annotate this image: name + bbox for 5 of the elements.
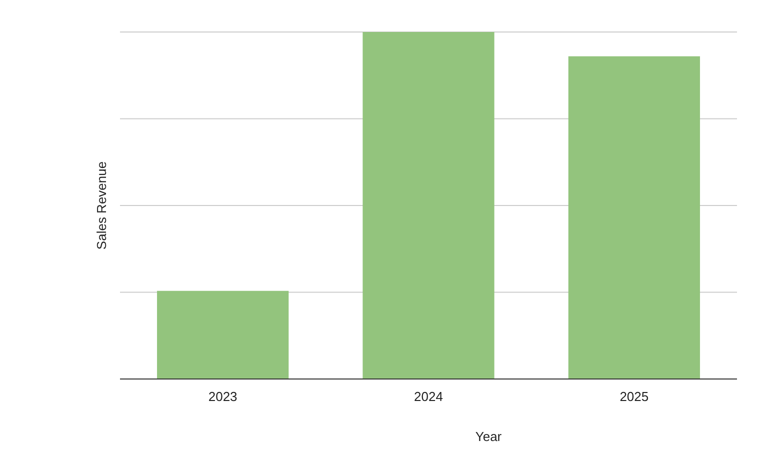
x-tick-label: 2024 [414, 389, 443, 404]
x-axis-title: Year [475, 429, 502, 444]
y-axis-title: Sales Revenue [94, 161, 109, 250]
x-tick-label: 2023 [208, 389, 238, 404]
x-tick-label: 2025 [620, 389, 649, 404]
